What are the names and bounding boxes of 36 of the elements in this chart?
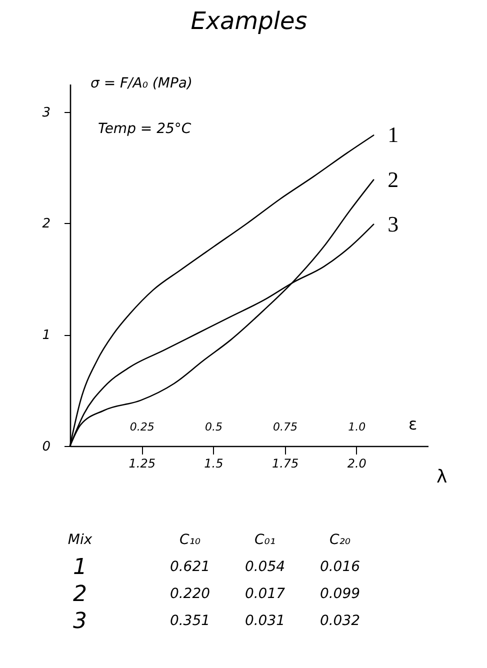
x2-axis-title: ε: [408, 414, 418, 434]
x2-tick-label: 0.5: [204, 420, 222, 434]
x2-tick-label: 0.75: [273, 420, 298, 434]
text: 0.017: [244, 586, 286, 602]
series-label: 1: [388, 122, 399, 148]
text: 0.351: [170, 613, 210, 629]
x2-tick-label: 1.0: [348, 420, 366, 434]
x-tick-label: 1.25: [128, 456, 156, 470]
text: C₂₀: [330, 532, 351, 548]
text: 0.031: [244, 613, 286, 629]
text: 2: [73, 582, 87, 607]
x2-tick-label: 0.25: [130, 420, 154, 434]
text: C₁₀: [180, 532, 201, 548]
series-label: 2: [388, 166, 399, 192]
text: 0.099: [320, 586, 360, 602]
series-label: 3: [388, 211, 399, 236]
x-tick-label: 1.75: [272, 456, 299, 470]
text: 3: [73, 609, 87, 634]
text: 0.016: [320, 559, 360, 575]
text: 0.220: [170, 586, 210, 602]
text: 0.621: [170, 559, 210, 575]
y-tick-label: 1: [42, 328, 50, 344]
x-tick-label: 1.5: [204, 456, 224, 470]
y-tick-label: 3: [42, 105, 50, 120]
y-tick-label: 0: [42, 440, 50, 454]
text: 0.054: [244, 559, 286, 575]
annotation: Temp = 25°C: [98, 121, 192, 137]
y-axis-title: σ = F/A₀ (MPa): [90, 76, 192, 92]
text: Mix: [68, 532, 93, 548]
x-tick-label: 2.0: [347, 456, 367, 470]
text: 1: [73, 555, 87, 580]
y-tick-label: 2: [42, 216, 50, 232]
text: 0.032: [320, 613, 360, 629]
x-axis-title: λ: [436, 466, 448, 488]
text: C₀₁: [254, 532, 276, 548]
chart-title: Examples: [190, 7, 308, 35]
